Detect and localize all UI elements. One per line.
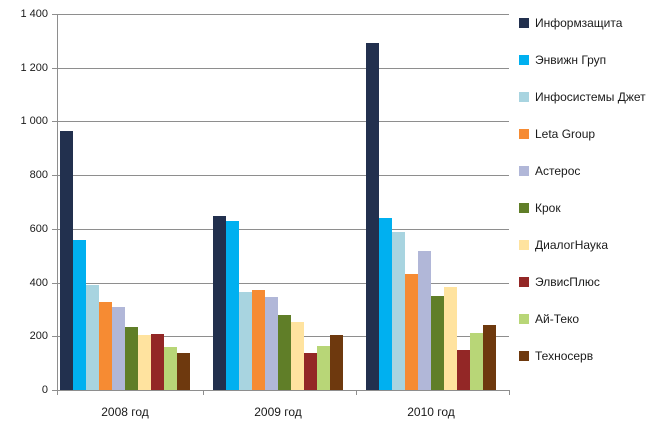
bar-Leta Group-2010 год (405, 274, 418, 390)
bar-Инфосистемы Джет-2009 год (239, 292, 252, 390)
y-axis-tick-label: 1 400 (20, 8, 48, 20)
legend-label: Техносерв (535, 349, 594, 363)
bar-Информзащита-2008 год (60, 131, 73, 390)
bar-ДиалогНаука-2009 год (291, 322, 304, 390)
bar-Энвижн Груп-2009 год (226, 221, 239, 390)
bar-Астерос-2008 год (112, 307, 125, 390)
bar-Энвижн Груп-2008 год (73, 240, 86, 390)
bar-ДиалогНаука-2008 год (138, 335, 151, 390)
legend-label: Крок (535, 201, 561, 215)
y-axis-tick (52, 390, 57, 391)
bar-Крок-2009 год (278, 315, 291, 390)
bar-Инфосистемы Джет-2008 год (86, 285, 99, 390)
legend-swatch (519, 203, 529, 213)
legend-item: Энвижн Груп (519, 53, 646, 67)
legend-swatch (519, 240, 529, 250)
legend-label: Leta Group (535, 127, 596, 141)
bar-Ай-Теко-2010 год (470, 333, 483, 390)
y-axis-tick (52, 175, 57, 176)
x-axis-tick (203, 390, 204, 395)
legend-label: Энвижн Груп (535, 53, 607, 67)
gridline (57, 14, 509, 15)
bar-Инфосистемы Джет-2010 год (392, 232, 405, 390)
bar-Астерос-2010 год (418, 251, 431, 390)
y-axis-tick (52, 229, 57, 230)
legend-label: Информзащита (535, 16, 623, 30)
y-axis-tick-label: 200 (29, 330, 48, 342)
x-axis-line (57, 390, 509, 391)
bar-Информзащита-2010 год (366, 43, 379, 390)
bar-ЭлвисПлюс-2009 год (304, 353, 317, 390)
y-axis-tick (52, 283, 57, 284)
legend-swatch (519, 55, 529, 65)
legend-swatch (519, 18, 529, 28)
bar-Техносерв-2009 год (330, 335, 343, 390)
bar-ЭлвисПлюс-2010 год (457, 350, 470, 390)
legend-item: Крок (519, 201, 646, 215)
legend-swatch (519, 277, 529, 287)
bar-Информзащита-2009 год (213, 216, 226, 390)
legend-label: Инфосистемы Джет (535, 90, 646, 104)
y-axis-tick-label: 0 (41, 384, 48, 396)
bar-Ай-Теко-2008 год (164, 347, 177, 390)
bar-Техносерв-2008 год (177, 353, 190, 390)
legend-swatch (519, 314, 529, 324)
legend-label: Астерос (535, 164, 581, 178)
legend-swatch (519, 351, 529, 361)
bar-Энвижн Груп-2010 год (379, 218, 392, 390)
y-axis-tick (52, 14, 57, 15)
bar-Крок-2010 год (431, 296, 444, 390)
x-axis-category-label: 2009 год (254, 405, 302, 419)
bar-Ай-Теко-2009 год (317, 346, 330, 390)
gridline (57, 175, 509, 176)
bar-ДиалогНаука-2010 год (444, 287, 457, 390)
legend-swatch (519, 166, 529, 176)
chart-legend: Информзащита Энвижн Груп Инфосистемы Джет L… (519, 16, 646, 386)
legend-item: ЭлвисПлюс (519, 275, 646, 289)
legend-label: ДиалогНаука (535, 238, 609, 252)
bar-Техносерв-2010 год (483, 325, 496, 390)
y-axis-tick-label: 400 (29, 277, 48, 289)
y-axis-tick-label: 1 200 (20, 62, 48, 74)
bar-Leta Group-2009 год (252, 290, 265, 390)
y-axis-line (57, 14, 58, 391)
y-axis-tick-label: 600 (29, 223, 48, 235)
x-axis-tick (356, 390, 357, 395)
x-axis-tick (509, 390, 510, 395)
legend-item: Информзащита (519, 16, 646, 30)
bar-Leta Group-2008 год (99, 302, 112, 390)
x-axis-tick (57, 390, 58, 395)
y-axis-tick (52, 68, 57, 69)
gridline (57, 229, 509, 230)
legend-swatch (519, 129, 529, 139)
legend-label: Ай-Теко (535, 312, 580, 326)
legend-item: Техносерв (519, 349, 646, 363)
legend-swatch (519, 92, 529, 102)
y-axis-tick-label: 800 (29, 169, 48, 181)
legend-item: Ай-Теко (519, 312, 646, 326)
bar-Астерос-2009 год (265, 297, 278, 390)
bar-Крок-2008 год (125, 327, 138, 390)
legend-item: ДиалогНаука (519, 238, 646, 252)
x-axis-category-label: 2010 год (407, 405, 455, 419)
gridline (57, 283, 509, 284)
y-axis-tick-label: 1 000 (20, 115, 48, 127)
bar-ЭлвисПлюс-2008 год (151, 334, 164, 390)
gridline (57, 68, 509, 69)
y-axis-tick (52, 121, 57, 122)
x-axis-category-label: 2008 год (101, 405, 149, 419)
legend-item: Инфосистемы Джет (519, 90, 646, 104)
gridline (57, 121, 509, 122)
legend-item: Leta Group (519, 127, 646, 141)
legend-label: ЭлвисПлюс (535, 275, 600, 289)
y-axis-tick (52, 336, 57, 337)
legend-item: Астерос (519, 164, 646, 178)
